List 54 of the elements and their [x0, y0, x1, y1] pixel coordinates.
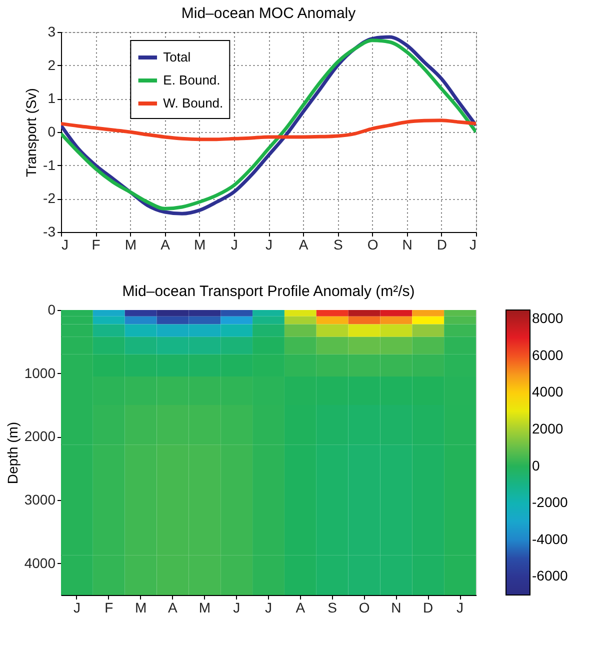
x-tick-label: M — [194, 236, 206, 252]
x-tick-label: F — [104, 600, 114, 616]
y-tick-label: 3 — [48, 24, 56, 40]
y-tick-label: 4000 — [24, 554, 56, 571]
x-tick-label: A — [298, 236, 309, 252]
x-tick-label: M — [124, 236, 137, 252]
color-bar-label: 8000 — [532, 310, 564, 326]
x-tick-label: O — [367, 236, 378, 252]
y-tick-label: -3 — [43, 224, 56, 240]
x-tick-label: A — [296, 600, 306, 616]
x-tick-label: J — [233, 600, 240, 616]
legend-label: W. Bound. — [163, 96, 224, 110]
chart-title: Mid–ocean Transport Profile Anomaly (m²/s) — [122, 283, 415, 300]
y-tick-label: 0 — [48, 124, 56, 140]
x-tick-label: J — [470, 236, 476, 252]
x-tick-label: J — [230, 236, 238, 252]
legend-label: Total — [163, 50, 191, 64]
x-tick-label: N — [402, 236, 412, 252]
chart-title: Mid–ocean MOC Anomaly — [181, 5, 356, 22]
y-tick-label: 0 — [48, 302, 56, 318]
x-tick-label: N — [391, 600, 402, 616]
x-tick-label: A — [160, 236, 171, 252]
x-tick-label: O — [358, 600, 370, 616]
color-bar-label: -6000 — [532, 568, 568, 584]
color-bar-label: 4000 — [532, 384, 564, 400]
x-tick-label: M — [198, 600, 210, 616]
x-tick-label: S — [328, 600, 338, 616]
y-axis-title: Depth (m) — [4, 422, 20, 484]
x-tick-label: F — [92, 236, 100, 252]
y-tick-label: 1000 — [24, 364, 56, 381]
x-tick-label: J — [73, 600, 80, 616]
color-bar-label: -4000 — [532, 530, 568, 547]
x-tick-label: J — [456, 600, 464, 616]
x-tick-label: J — [265, 600, 272, 616]
y-tick-label: -2 — [43, 190, 56, 206]
x-tick-label: D — [436, 236, 447, 252]
x-tick-label: D — [423, 600, 434, 616]
color-bar-label: 2000 — [532, 420, 564, 437]
x-tick-label: S — [333, 236, 343, 252]
line-series — [61, 118, 476, 142]
x-tick-label: A — [168, 600, 178, 616]
y-tick-label: 3000 — [24, 492, 56, 508]
x-tick-label: J — [62, 236, 68, 252]
y-tick-label: -1 — [43, 156, 56, 173]
y-tick-label: 2 — [48, 56, 56, 73]
x-tick-label: M — [134, 600, 147, 616]
legend-label: E. Bound. — [163, 72, 220, 88]
y-tick-label: 2000 — [24, 428, 56, 444]
y-axis-title: Transport (Sv) — [23, 88, 40, 177]
x-tick-label: J — [266, 236, 272, 252]
color-bar-label: 6000 — [532, 346, 564, 363]
y-tick-label: 1 — [48, 90, 56, 106]
color-bar-label: 0 — [532, 457, 540, 474]
color-bar-label: -2000 — [532, 494, 568, 510]
